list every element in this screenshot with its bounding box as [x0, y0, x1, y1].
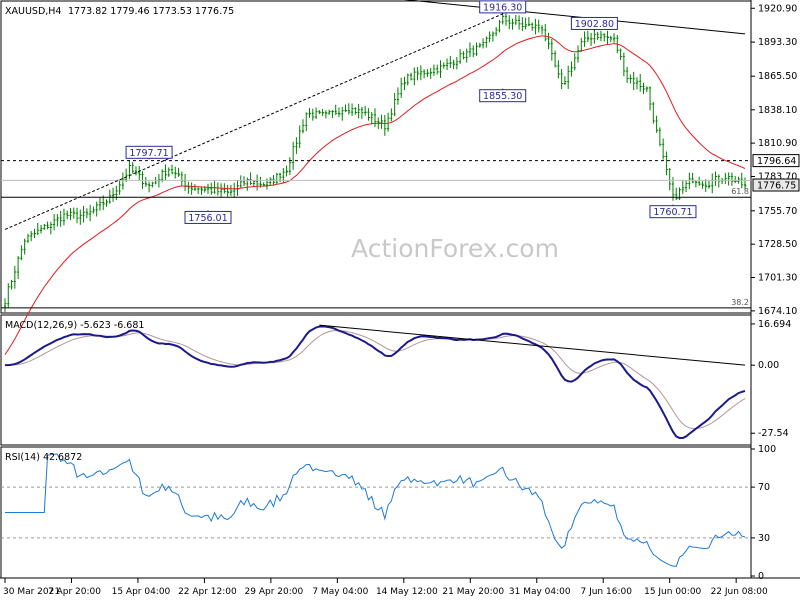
- time-axis-label: 22 Apr 12:00: [178, 587, 237, 597]
- price-axis-label: 1810.90: [758, 138, 797, 149]
- rsi-panel[interactable]: [0, 446, 752, 579]
- price-axis-label: 1755.70: [758, 206, 797, 217]
- rsi-axis-label: 100: [758, 444, 776, 455]
- time-axis-label: 15 Apr 04:00: [112, 587, 171, 597]
- time-axis-label: 29 Apr 20:00: [245, 587, 304, 597]
- fib-level-label: 61.8: [731, 187, 749, 196]
- time-axis-label: 21 May 20:00: [442, 587, 504, 597]
- price-axis-highlight-label: 1796.64: [757, 156, 796, 167]
- macd-signal-line: [4, 330, 746, 430]
- trendline: [403, 0, 746, 35]
- price-axis-label: 1728.50: [758, 239, 797, 250]
- price-axis-highlight: [752, 178, 800, 192]
- chart-header: XAUUSD,H4: [5, 6, 61, 17]
- time-axis-label: 7 Jun 16:00: [580, 587, 632, 597]
- moving-average-line: [4, 35, 746, 355]
- price-axis-highlight: [752, 154, 800, 168]
- price-axis-highlight-label: 1776.75: [757, 181, 796, 192]
- axes: 1920.90 1893.30 1865.50 1838.10 1810.90 1783.…: [3, 3, 800, 597]
- macd-title: MACD(12,26,9) -5.623 -6.681: [5, 320, 144, 331]
- price-label-box: [479, 0, 527, 14]
- time-axis-label: 30 Mar 2021: [3, 587, 60, 597]
- macd-panel[interactable]: [0, 314, 752, 446]
- rsi-series: [1, 453, 751, 567]
- price-axis-label: 1783.70: [758, 171, 797, 182]
- price-label: 1760.71: [653, 207, 692, 218]
- rsi-line: [5, 453, 746, 567]
- rsi-axis-label: 0: [758, 571, 764, 582]
- macd-line: [4, 325, 746, 439]
- rsi-axis-label: 30: [758, 533, 770, 544]
- price-axis-label: 1920.90: [758, 3, 797, 14]
- price-label: 1916.30: [483, 2, 522, 13]
- watermark: ActionForex.com: [351, 234, 559, 263]
- fib-level-label: 38.2: [731, 298, 749, 307]
- price-axis-label: 1865.50: [758, 71, 797, 82]
- price-axis-label: 1838.10: [758, 105, 797, 116]
- price-label-box: [184, 210, 232, 224]
- macd-trendline: [319, 324, 746, 366]
- price-label: 1855.30: [483, 91, 522, 102]
- time-axis-label: 7 May 04:00: [312, 587, 368, 597]
- macd-axis-label: 0.00: [758, 360, 779, 371]
- price-label-box: [570, 16, 618, 30]
- time-axis-label: 22 Jun 08:00: [711, 587, 768, 597]
- price-label: 1756.01: [188, 213, 227, 224]
- trendline: [4, 13, 503, 230]
- price-series: 61.8 38.2 1916.30 1902.80 1855.30 1797.71 1756…: [1, 0, 751, 355]
- macd-axis-label: -27.54: [758, 428, 789, 439]
- time-axis-label: 14 May 12:00: [376, 587, 438, 597]
- price-axis-label: 1674.10: [758, 306, 797, 317]
- price-label-box: [649, 205, 697, 219]
- price-label: 1902.80: [575, 19, 614, 30]
- price-label: 1797.71: [129, 148, 168, 159]
- price-label-box: [125, 145, 173, 159]
- time-axis-label: 7 Apr 20:00: [48, 587, 101, 597]
- price-panel[interactable]: [0, 0, 752, 314]
- rsi-axis-label: 70: [758, 482, 770, 493]
- ohlc-readout: 1773.82 1779.46 1773.53 1776.75: [68, 6, 234, 17]
- price-axis-label: 1701.30: [758, 273, 797, 284]
- time-axis-label: 15 Jun 00:00: [644, 587, 701, 597]
- macd-series: [4, 324, 746, 439]
- time-axis-label: 31 May 04:00: [509, 587, 571, 597]
- price-label-box: [479, 89, 527, 103]
- macd-axis-label: 16.694: [758, 319, 791, 330]
- price-axis-label: 1893.30: [758, 37, 797, 48]
- rsi-title: RSI(14) 42.6872: [5, 452, 82, 463]
